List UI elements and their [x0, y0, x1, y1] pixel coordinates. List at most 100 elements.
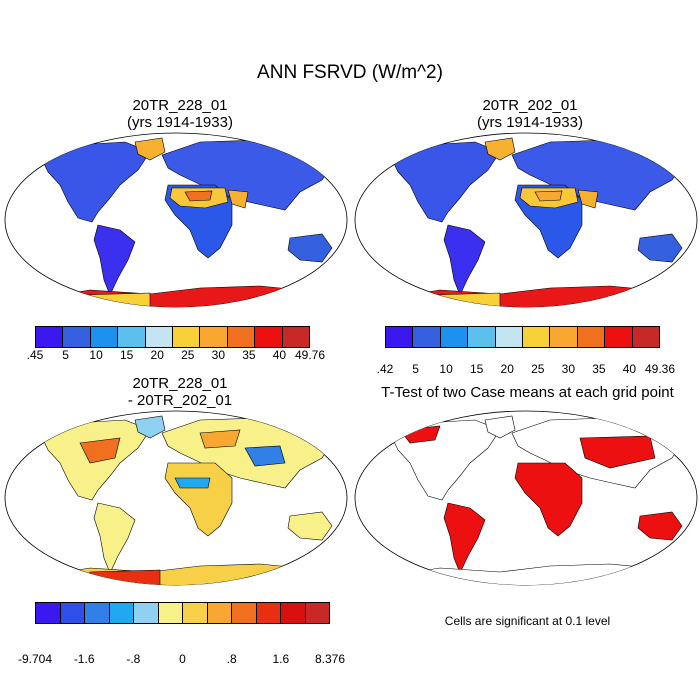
colorbar-swatch — [60, 603, 85, 623]
colorbar-swatch — [256, 603, 281, 623]
colorbar-tick-label: 35 — [592, 362, 606, 376]
panel3-title-line2: - 20TR_202_01 — [127, 392, 233, 409]
australia — [637, 511, 683, 541]
colorbar-swatch — [281, 603, 306, 623]
colorbar-tick-label: 10 — [89, 348, 103, 362]
panel1-title-line2: (yrs 1914-1933) — [127, 114, 233, 131]
colorbar-swatch — [134, 603, 159, 623]
panel1-title: 20TR_228_01 (yrs 1914-1933) — [35, 97, 325, 131]
colorbar-tick-label: 0 — [179, 652, 186, 666]
colorbar-swatch — [255, 327, 283, 347]
colorbar-tick-label: 49.76 — [294, 348, 326, 362]
colorbar-swatch — [118, 327, 146, 347]
colorbar-swatch — [85, 603, 110, 623]
colorbar-tick-label: -1.6 — [73, 652, 95, 666]
colorbar-tick-label: 1.6 — [272, 652, 290, 666]
eurasia-sig — [579, 435, 656, 469]
panel2-title-line1: 20TR_202_01 — [482, 97, 578, 114]
colorbar-tick-label: .45 — [26, 348, 44, 362]
colorbar-tick-label: 15 — [469, 362, 484, 376]
colorbar-swatch — [495, 327, 524, 347]
colorbar-swatch — [305, 603, 329, 623]
sahara-core — [184, 190, 213, 202]
australia — [287, 233, 333, 263]
africa-blue — [174, 477, 211, 489]
greenland — [134, 415, 166, 439]
australia — [287, 511, 333, 541]
colorbar-tick-label: .8 — [226, 652, 237, 666]
colorbar-swatch — [386, 327, 414, 347]
panel1-map — [4, 132, 348, 308]
colorbar-swatch — [183, 603, 208, 623]
figure-title: ANN FSRVD (W/m^2) — [257, 62, 443, 83]
colorbar-swatch — [173, 327, 201, 347]
colorbar-swatch — [605, 327, 633, 347]
colorbar-tick-label: 40 — [622, 362, 637, 376]
colorbar-swatch — [109, 603, 134, 623]
colorbar-tick-label: 20 — [500, 362, 514, 376]
panel3-title-line1: 20TR_228_01 — [132, 375, 228, 392]
colorbar-tick-label: 5 — [412, 362, 419, 376]
colorbar-swatch — [90, 327, 119, 347]
antarctica-red — [79, 569, 161, 585]
colorbar2-ticks: .42 5 10 15 20 25 30 35 40 49.36 — [377, 362, 675, 376]
colorbar3-ticks: -9.704 -1.6 -.8 0 .8 1.6 8.376 — [18, 652, 345, 666]
colorbar2 — [385, 326, 660, 348]
panel4-map — [354, 410, 698, 586]
greenland — [134, 137, 166, 161]
panel4-note: Cells are significant at 0.1 level — [444, 614, 611, 628]
colorbar-swatch — [200, 327, 228, 347]
colorbar-swatch — [440, 327, 469, 347]
africa — [514, 462, 583, 537]
sahara-core — [534, 190, 563, 202]
colorbar-tick-label: -9.704 — [17, 652, 53, 666]
north-america — [389, 141, 501, 223]
colorbar-swatch — [632, 327, 660, 347]
south-america — [443, 224, 486, 296]
colorbar-tick-label: 10 — [439, 362, 453, 376]
colorbar-tick-label: 8.376 — [314, 652, 346, 666]
colorbar1-ticks: .45 5 10 15 20 25 30 35 40 49.76 — [27, 348, 325, 362]
colorbar-tick-label: 15 — [119, 348, 134, 362]
arabia — [577, 189, 599, 209]
panel3-title: 20TR_228_01 - 20TR_202_01 — [35, 375, 325, 409]
panel3-map — [4, 410, 348, 586]
colorbar-tick-label: 25 — [531, 362, 545, 376]
colorbar-swatch — [282, 327, 310, 347]
arabia — [227, 189, 249, 209]
colorbar-tick-label: 30 — [211, 348, 226, 362]
colorbar-swatch — [523, 327, 551, 347]
colorbar-swatch — [158, 603, 183, 623]
colorbar-swatch — [232, 603, 257, 623]
colorbar-tick-label: -.8 — [126, 652, 141, 666]
colorbar-tick-label: 49.36 — [644, 362, 676, 376]
panel2-title: 20TR_202_01 (yrs 1914-1933) — [385, 97, 675, 131]
colorbar1 — [35, 326, 310, 348]
eurasia-orange — [199, 429, 241, 449]
colorbar-swatch — [207, 603, 232, 623]
colorbar-tick-label: 20 — [150, 348, 164, 362]
south-america — [443, 502, 486, 574]
greenland — [484, 137, 516, 161]
panel2-map — [354, 132, 698, 308]
colorbar-swatch — [577, 327, 606, 347]
colorbar-swatch — [468, 327, 496, 347]
australia — [637, 233, 683, 263]
south-america — [93, 502, 136, 574]
panel1-title-line1: 20TR_228_01 — [132, 97, 228, 114]
colorbar-swatch — [63, 327, 91, 347]
eurasia-blue — [244, 445, 286, 467]
greenland — [484, 415, 516, 439]
colorbar-tick-label: .42 — [376, 362, 394, 376]
colorbar-swatch — [36, 603, 61, 623]
colorbar-swatch — [145, 327, 174, 347]
colorbar3 — [35, 602, 330, 624]
south-america — [93, 224, 136, 296]
colorbar-swatch — [227, 327, 256, 347]
colorbar-swatch — [36, 327, 64, 347]
colorbar-tick-label: 30 — [561, 362, 576, 376]
panel4-title: T-Test of two Case means at each grid po… — [381, 384, 674, 401]
colorbar-tick-label: 5 — [62, 348, 69, 362]
colorbar-swatch — [413, 327, 441, 347]
colorbar-tick-label: 40 — [272, 348, 287, 362]
